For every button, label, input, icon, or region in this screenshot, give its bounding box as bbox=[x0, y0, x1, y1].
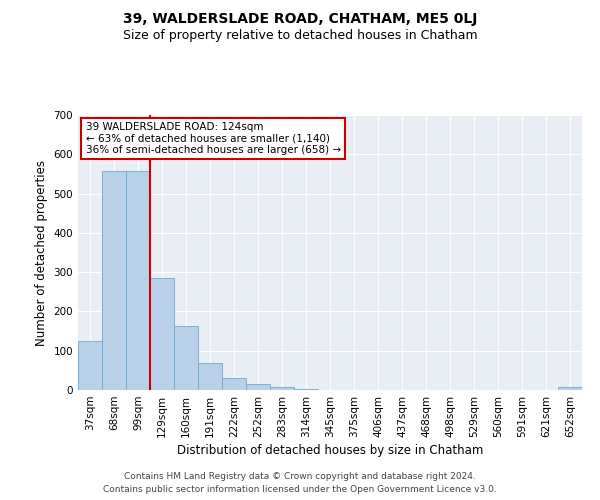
Y-axis label: Number of detached properties: Number of detached properties bbox=[35, 160, 48, 346]
Bar bbox=[222, 378, 246, 390]
Bar bbox=[558, 387, 582, 390]
Bar bbox=[78, 341, 102, 390]
Bar bbox=[246, 384, 270, 390]
Text: Size of property relative to detached houses in Chatham: Size of property relative to detached ho… bbox=[122, 29, 478, 42]
Text: Contains HM Land Registry data © Crown copyright and database right 2024.: Contains HM Land Registry data © Crown c… bbox=[124, 472, 476, 481]
Bar bbox=[270, 387, 294, 390]
Bar bbox=[294, 389, 318, 390]
Bar bbox=[150, 278, 174, 390]
Text: 39 WALDERSLADE ROAD: 124sqm
← 63% of detached houses are smaller (1,140)
36% of : 39 WALDERSLADE ROAD: 124sqm ← 63% of det… bbox=[86, 122, 341, 155]
Bar bbox=[198, 364, 222, 390]
Bar bbox=[174, 326, 198, 390]
X-axis label: Distribution of detached houses by size in Chatham: Distribution of detached houses by size … bbox=[177, 444, 483, 457]
Text: 39, WALDERSLADE ROAD, CHATHAM, ME5 0LJ: 39, WALDERSLADE ROAD, CHATHAM, ME5 0LJ bbox=[123, 12, 477, 26]
Bar bbox=[102, 171, 126, 390]
Bar bbox=[126, 171, 150, 390]
Text: Contains public sector information licensed under the Open Government Licence v3: Contains public sector information licen… bbox=[103, 485, 497, 494]
